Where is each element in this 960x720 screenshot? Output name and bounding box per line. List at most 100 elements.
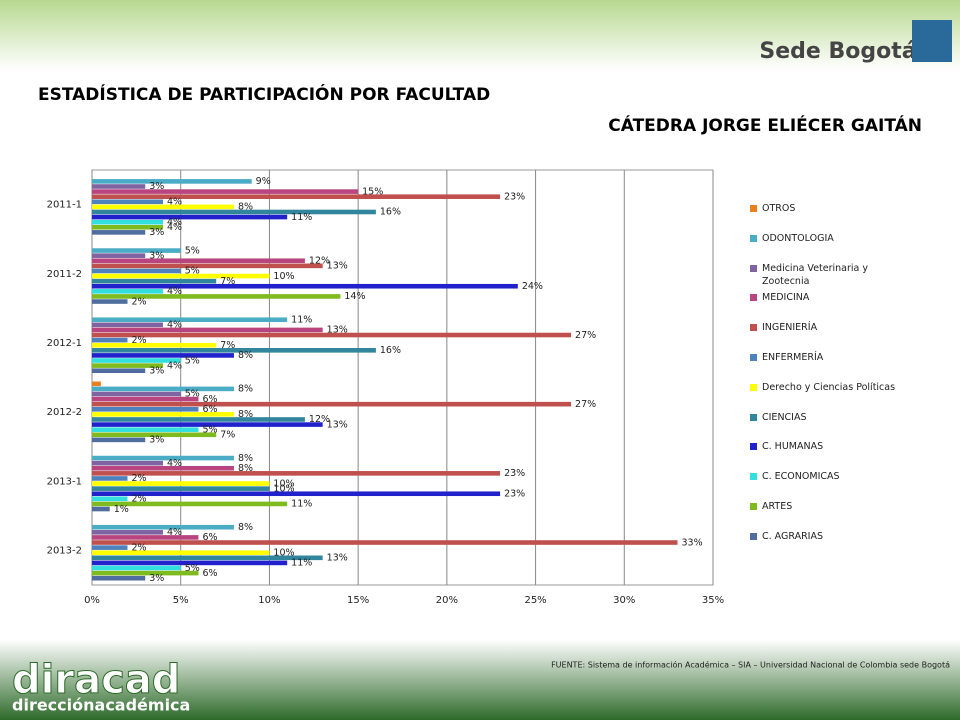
bar [92, 368, 146, 373]
data-label: 15% [362, 186, 383, 197]
legend-label: ARTES [762, 501, 793, 512]
bar [92, 496, 128, 502]
bar [92, 506, 110, 512]
legend-entry: C. HUMANAS [750, 440, 902, 453]
bar [92, 278, 217, 284]
bar [92, 412, 234, 417]
legend-swatch [750, 354, 757, 361]
bar [92, 219, 163, 225]
data-label: 5% [185, 389, 200, 400]
bar [92, 501, 288, 507]
bar [92, 263, 323, 269]
bar [92, 460, 163, 466]
bar [92, 363, 163, 368]
bar [92, 465, 234, 471]
data-label: 2% [131, 335, 146, 346]
data-label: 4% [167, 217, 182, 228]
bar [92, 471, 501, 476]
bar [92, 199, 163, 205]
bar [92, 209, 376, 215]
data-label: 2% [131, 494, 146, 505]
bar [92, 530, 163, 535]
data-label: 23% [504, 191, 525, 202]
x-tick-label: 20% [436, 595, 458, 606]
logo-icon [912, 20, 952, 62]
bar [92, 353, 234, 358]
bar [92, 481, 270, 486]
bar [92, 342, 217, 348]
data-label: 2% [131, 542, 146, 553]
bar [92, 253, 146, 258]
legend-entry: OTROS [750, 202, 902, 215]
bar [92, 570, 199, 576]
bar [92, 294, 341, 299]
data-label: 12% [309, 256, 330, 267]
title: ESTADÍSTICA DE PARTICIPACIÓN POR FACULTA… [38, 83, 490, 105]
data-label: 11% [291, 212, 312, 223]
bar [92, 327, 323, 333]
brand-sub: direcciónacadémica [12, 696, 190, 715]
bar [92, 432, 217, 438]
legend-entry: CIENCIAS [750, 411, 902, 424]
data-label: 6% [202, 404, 217, 415]
bar [92, 289, 163, 294]
bar [92, 224, 163, 230]
bar [92, 299, 128, 304]
legend-swatch [750, 503, 757, 510]
data-label: 4% [167, 286, 182, 297]
data-label: 27% [575, 399, 596, 410]
data-label: 8% [238, 409, 253, 420]
legend-label: C. AGRARIAS [762, 530, 824, 542]
x-tick-label: 30% [613, 595, 635, 606]
legend-swatch [750, 443, 757, 451]
legend-entry: ARTES [750, 500, 902, 513]
x-tick-label: 0% [84, 595, 100, 606]
bar [92, 258, 305, 264]
bar [92, 437, 146, 443]
bar [92, 189, 359, 194]
data-label: 33% [682, 537, 703, 548]
bar [92, 417, 305, 422]
data-label: 13% [327, 419, 348, 430]
data-label: 2% [131, 296, 146, 307]
legend-label: INGENIERÍA [762, 322, 818, 334]
bar [92, 332, 572, 338]
y-tick-label: 2011-2 [47, 269, 82, 280]
data-label: 8% [238, 463, 253, 474]
legend-label: C. ECONOMICAS [762, 471, 840, 483]
data-label: 24% [522, 281, 543, 292]
legend-swatch [750, 205, 757, 212]
data-label: 4% [167, 360, 182, 371]
brand: diracad [12, 657, 180, 703]
bar [92, 273, 270, 279]
legend-entry: Derecho y Ciencias Políticas [750, 381, 902, 394]
data-label: 5% [185, 245, 200, 256]
data-label: 8% [238, 384, 253, 395]
data-label: 10% [273, 271, 294, 282]
data-label: 14% [344, 291, 365, 302]
data-label: 9% [256, 176, 271, 187]
bar [92, 396, 199, 402]
data-label: 11% [291, 314, 312, 325]
bar [92, 427, 199, 432]
x-tick-label: 25% [524, 595, 546, 606]
bar [92, 179, 252, 184]
bar [92, 268, 181, 274]
x-tick-label: 10% [258, 595, 280, 606]
legend-label: C. HUMANAS [762, 441, 824, 453]
subtitle: CÁTEDRA JORGE ELIÉCER GAITÁN [608, 114, 922, 136]
data-label: 23% [504, 488, 525, 499]
legend-swatch [750, 324, 757, 332]
bar [92, 348, 376, 353]
data-label: 10% [273, 478, 294, 489]
legend-swatch [750, 532, 757, 540]
data-label: 13% [327, 261, 348, 272]
bar [92, 422, 323, 427]
legend-entry: INGENIERÍA [750, 321, 902, 334]
legend-swatch [750, 383, 757, 391]
legend-label: ENFERMERÍA [762, 352, 824, 363]
y-tick-label: 2011-1 [47, 200, 82, 211]
bar [92, 283, 518, 289]
